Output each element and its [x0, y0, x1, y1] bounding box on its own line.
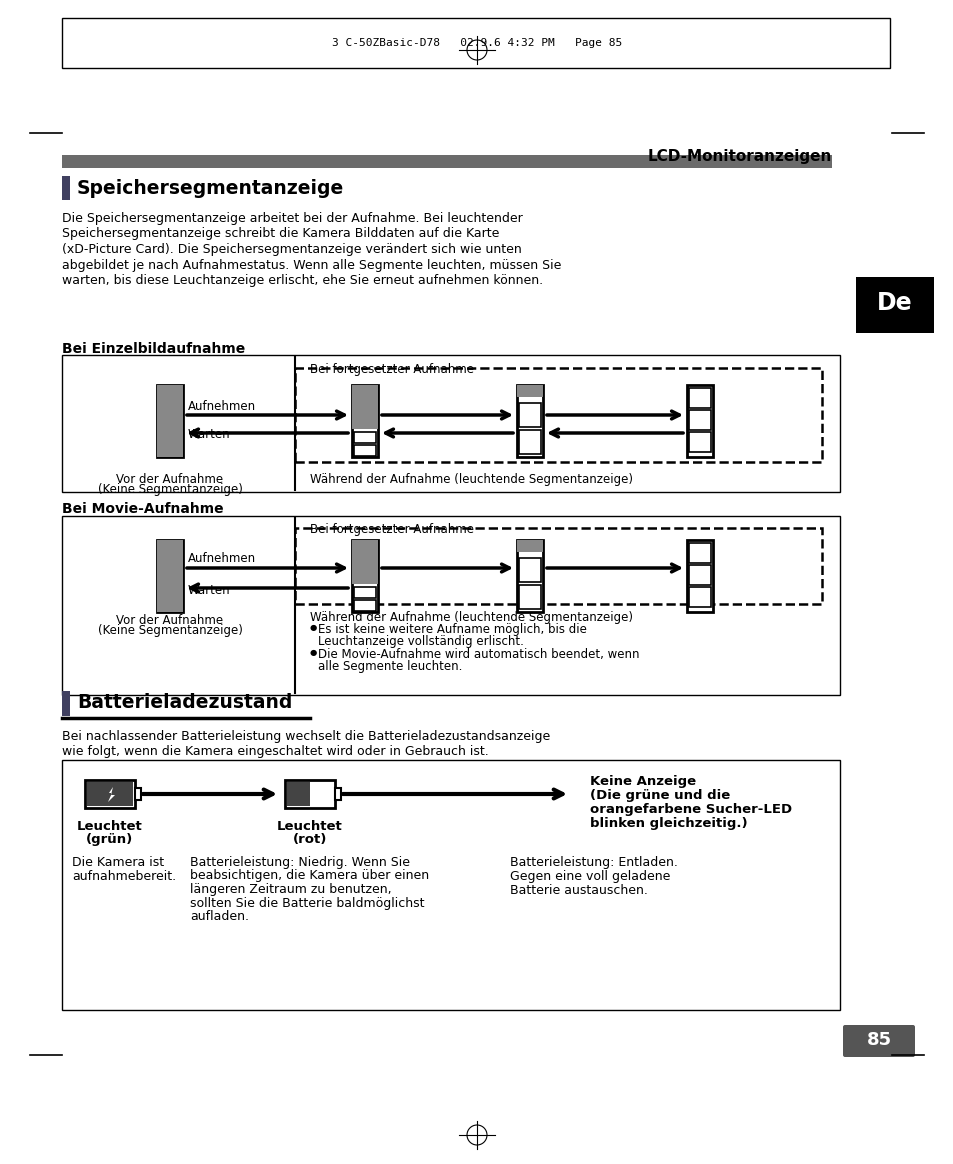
FancyBboxPatch shape — [62, 176, 70, 200]
FancyBboxPatch shape — [62, 516, 840, 695]
FancyBboxPatch shape — [518, 430, 540, 454]
Text: ●: ● — [310, 648, 317, 656]
FancyBboxPatch shape — [517, 540, 542, 552]
Text: Batterieleistung: Entladen.: Batterieleistung: Entladen. — [510, 856, 678, 870]
Text: ●: ● — [310, 623, 317, 632]
FancyBboxPatch shape — [517, 385, 542, 397]
Text: Die Movie-Aufnahme wird automatisch beendet, wenn: Die Movie-Aufnahme wird automatisch been… — [317, 648, 639, 661]
FancyBboxPatch shape — [688, 565, 710, 585]
Text: Leuchtet: Leuchtet — [77, 819, 143, 833]
FancyBboxPatch shape — [352, 540, 377, 612]
FancyBboxPatch shape — [352, 385, 377, 457]
Text: Bei Movie-Aufnahme: Bei Movie-Aufnahme — [62, 502, 223, 516]
Text: abgebildet je nach Aufnahmestatus. Wenn alle Segmente leuchten, müssen Sie: abgebildet je nach Aufnahmestatus. Wenn … — [62, 258, 560, 271]
Text: Es ist keine weitere Aufname möglich, bis die: Es ist keine weitere Aufname möglich, bi… — [317, 623, 586, 636]
FancyBboxPatch shape — [688, 432, 710, 452]
FancyBboxPatch shape — [62, 760, 840, 1010]
Text: aufnahmebereit.: aufnahmebereit. — [71, 870, 176, 883]
Text: (xD-Picture Card). Die Speichersegmentanzeige verändert sich wie unten: (xD-Picture Card). Die Speichersegmentan… — [62, 243, 521, 256]
Text: wie folgt, wenn die Kamera eingeschaltet wird oder in Gebrauch ist.: wie folgt, wenn die Kamera eingeschaltet… — [62, 745, 488, 758]
FancyBboxPatch shape — [62, 691, 70, 716]
FancyBboxPatch shape — [517, 540, 542, 612]
Text: Speichersegmentanzeige: Speichersegmentanzeige — [77, 178, 344, 198]
Text: Die Speichersegmentanzeige arbeitet bei der Aufnahme. Bei leuchtender: Die Speichersegmentanzeige arbeitet bei … — [62, 212, 522, 225]
FancyBboxPatch shape — [157, 385, 183, 457]
Text: Während der Aufnahme (leuchtende Segmentanzeige): Während der Aufnahme (leuchtende Segment… — [310, 473, 633, 487]
Text: LCD-Monitoranzeigen: LCD-Monitoranzeigen — [647, 149, 831, 164]
FancyBboxPatch shape — [688, 542, 710, 563]
Text: längeren Zeitraum zu benutzen,: längeren Zeitraum zu benutzen, — [190, 883, 392, 896]
Text: Bei nachlassender Batterieleistung wechselt die Batterieladezustandsanzeige: Bei nachlassender Batterieleistung wechs… — [62, 730, 550, 743]
Text: Aufnehmen: Aufnehmen — [188, 399, 255, 412]
Text: De: De — [876, 291, 912, 315]
FancyBboxPatch shape — [352, 385, 377, 430]
FancyBboxPatch shape — [354, 432, 375, 443]
FancyBboxPatch shape — [335, 788, 340, 800]
FancyBboxPatch shape — [688, 587, 710, 606]
FancyBboxPatch shape — [62, 155, 831, 168]
Text: (Keine Segmentanzeige): (Keine Segmentanzeige) — [97, 624, 242, 637]
Text: sollten Sie die Batterie baldmöglichst: sollten Sie die Batterie baldmöglichst — [190, 896, 424, 909]
FancyBboxPatch shape — [287, 782, 310, 805]
FancyBboxPatch shape — [285, 780, 335, 808]
FancyBboxPatch shape — [354, 587, 375, 598]
FancyBboxPatch shape — [688, 410, 710, 430]
Text: blinken gleichzeitig.): blinken gleichzeitig.) — [589, 817, 747, 830]
Text: Batterie austauschen.: Batterie austauschen. — [510, 883, 647, 897]
Text: (grün): (grün) — [87, 833, 133, 846]
Polygon shape — [108, 787, 115, 802]
Text: 85: 85 — [865, 1031, 891, 1049]
FancyBboxPatch shape — [62, 355, 840, 492]
Text: Vor der Aufnahme: Vor der Aufnahme — [116, 473, 223, 487]
Text: (Die grüne und die: (Die grüne und die — [589, 789, 729, 802]
FancyBboxPatch shape — [855, 277, 933, 333]
Text: (Keine Segmentanzeige): (Keine Segmentanzeige) — [97, 483, 242, 496]
FancyBboxPatch shape — [686, 385, 712, 457]
FancyBboxPatch shape — [842, 1025, 914, 1057]
Text: Die Kamera ist: Die Kamera ist — [71, 856, 164, 870]
Text: Speichersegmentanzeige schreibt die Kamera Bilddaten auf die Karte: Speichersegmentanzeige schreibt die Kame… — [62, 227, 498, 241]
Text: Gegen eine voll geladene: Gegen eine voll geladene — [510, 870, 670, 883]
Text: 3 C-50ZBasic-D78   02.9.6 4:32 PM   Page 85: 3 C-50ZBasic-D78 02.9.6 4:32 PM Page 85 — [332, 38, 621, 48]
Text: Warten: Warten — [188, 583, 231, 596]
Text: aufladen.: aufladen. — [190, 910, 249, 923]
FancyBboxPatch shape — [157, 540, 183, 612]
FancyBboxPatch shape — [157, 385, 183, 457]
Text: alle Segmente leuchten.: alle Segmente leuchten. — [317, 660, 462, 673]
FancyBboxPatch shape — [62, 17, 889, 68]
Text: warten, bis diese Leuchtanzeige erlischt, ehe Sie erneut aufnehmen können.: warten, bis diese Leuchtanzeige erlischt… — [62, 274, 542, 288]
Text: Bei Einzelbildaufnahme: Bei Einzelbildaufnahme — [62, 342, 245, 356]
FancyBboxPatch shape — [157, 540, 183, 612]
FancyBboxPatch shape — [688, 388, 710, 409]
Text: Leuchtanzeige vollständig erlischt.: Leuchtanzeige vollständig erlischt. — [317, 636, 523, 648]
Text: Bei fortgesetzter Aufnahme: Bei fortgesetzter Aufnahme — [310, 363, 474, 376]
FancyBboxPatch shape — [518, 403, 540, 427]
FancyBboxPatch shape — [85, 780, 135, 808]
FancyBboxPatch shape — [518, 585, 540, 609]
FancyBboxPatch shape — [354, 599, 375, 611]
Text: Batterieladezustand: Batterieladezustand — [77, 694, 292, 712]
Text: Bei fortgesetzter Aufnahme: Bei fortgesetzter Aufnahme — [310, 523, 474, 535]
Text: Aufnehmen: Aufnehmen — [188, 553, 255, 566]
Text: Warten: Warten — [188, 428, 231, 441]
FancyBboxPatch shape — [135, 788, 141, 800]
Text: beabsichtigen, die Kamera über einen: beabsichtigen, die Kamera über einen — [190, 870, 429, 882]
Text: Leuchtet: Leuchtet — [276, 819, 342, 833]
FancyBboxPatch shape — [354, 445, 375, 456]
Text: Keine Anzeige: Keine Anzeige — [589, 775, 696, 788]
FancyBboxPatch shape — [686, 540, 712, 612]
Text: Vor der Aufnahme: Vor der Aufnahme — [116, 613, 223, 627]
Text: Während der Aufnahme (leuchtende Segmentanzeige): Während der Aufnahme (leuchtende Segment… — [310, 611, 633, 624]
Text: orangefarbene Sucher-LED: orangefarbene Sucher-LED — [589, 803, 791, 816]
Text: (rot): (rot) — [293, 833, 327, 846]
FancyBboxPatch shape — [87, 782, 132, 805]
FancyBboxPatch shape — [518, 558, 540, 582]
FancyBboxPatch shape — [352, 540, 377, 584]
FancyBboxPatch shape — [517, 385, 542, 457]
Text: Batterieleistung: Niedrig. Wenn Sie: Batterieleistung: Niedrig. Wenn Sie — [190, 856, 410, 870]
